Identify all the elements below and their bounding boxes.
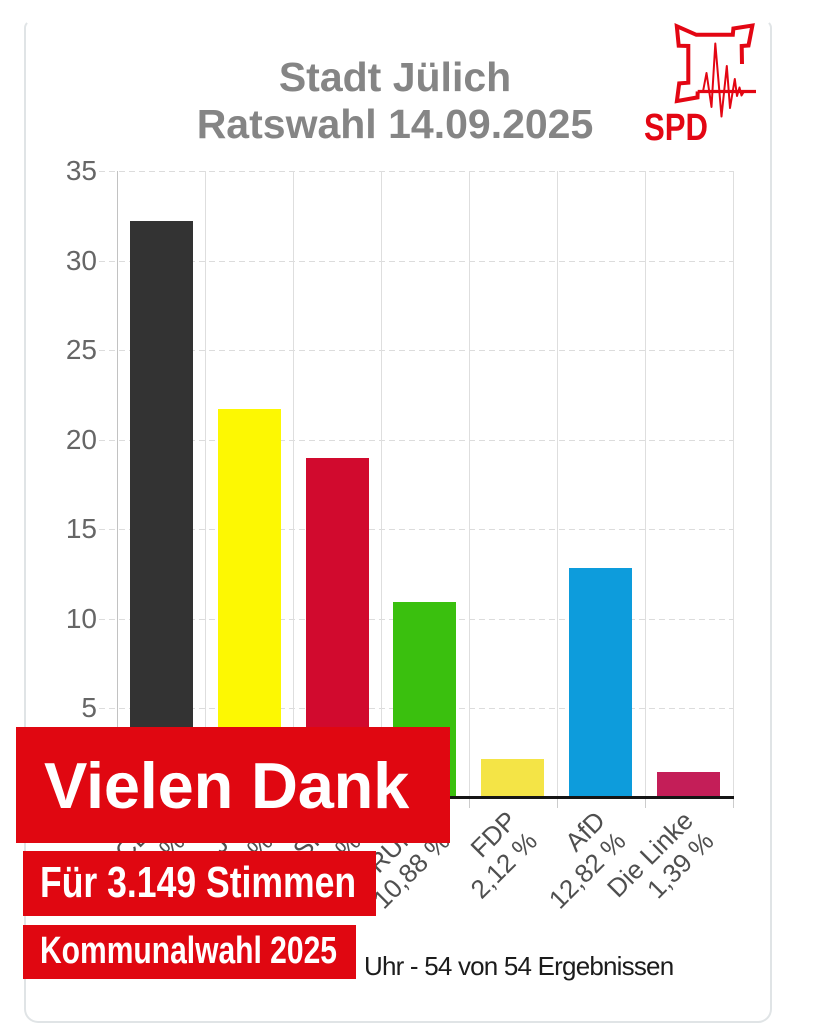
svg-text:SPD: SPD <box>644 107 708 145</box>
